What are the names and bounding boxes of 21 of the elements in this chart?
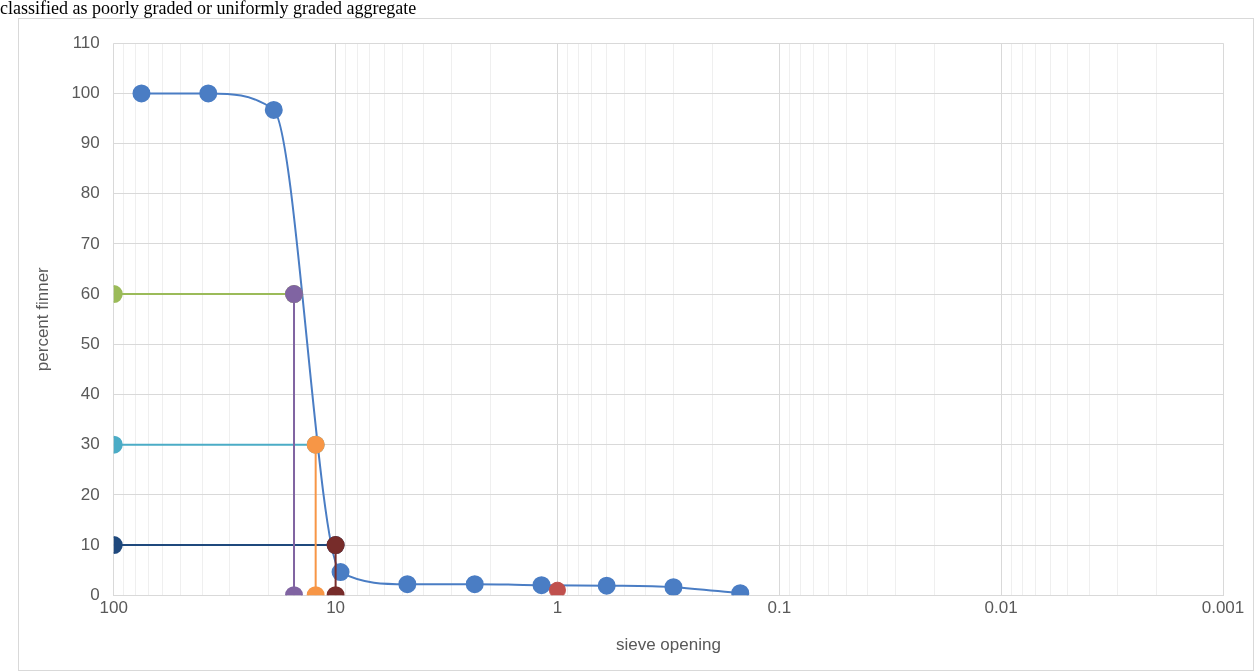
x-tick-label: 10 (326, 598, 346, 618)
y-tick-label: 100 (71, 83, 100, 103)
y-tick-label: 60 (80, 283, 100, 303)
x-axis-title: sieve opening (615, 635, 721, 655)
text: classified as poorly graded or uniformly graded aggregate (0, 0, 417, 19)
y-tick-label: 90 (80, 133, 100, 153)
y-axis-title: percent finner (32, 266, 52, 372)
y-tick-label: 10 (80, 534, 100, 554)
y-tick-label: 110 (72, 32, 100, 52)
x-tick-label: 0.01 (984, 598, 1018, 618)
y-tick-label: 0 (90, 584, 100, 604)
x-tick-label: 100 (99, 598, 128, 618)
y-tick-label: 50 (80, 333, 100, 353)
y-tick-label: 70 (80, 233, 100, 253)
x-tick-label: 0.1 (767, 598, 792, 618)
x-tick-label: 1 (552, 598, 563, 618)
y-tick-label: 40 (80, 384, 100, 404)
y-tick-label: 80 (80, 183, 100, 203)
y-tick-label: 20 (80, 484, 100, 504)
y-tick-label: 30 (80, 434, 100, 454)
x-tick-label: 0.001 (1201, 598, 1245, 618)
